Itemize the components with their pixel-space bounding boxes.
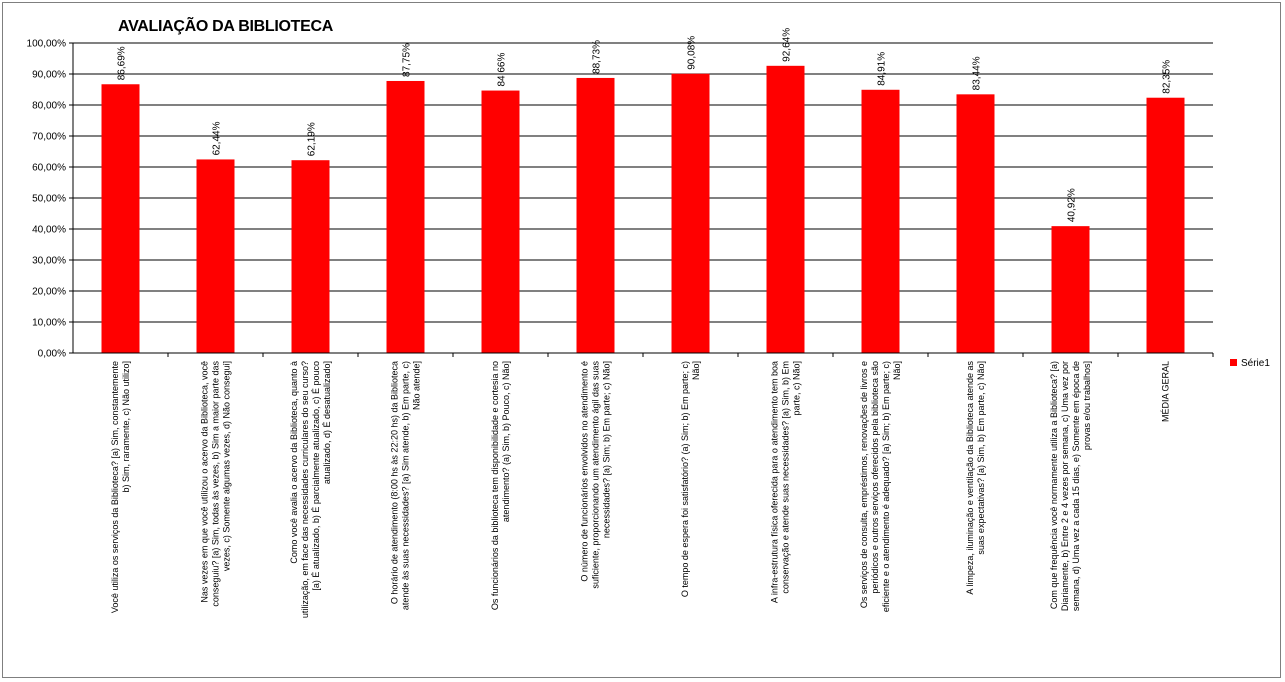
data-label: 86,69% bbox=[117, 46, 128, 80]
x-category-label-line: O número de funcionários envolvidos no a… bbox=[580, 361, 590, 582]
x-category-label-line: vezes, c) Somente algumas vezes, d) Não … bbox=[222, 361, 232, 571]
x-category-label: O horário de atendimento (8:00 hs às 22:… bbox=[390, 361, 422, 610]
x-category-label-line: atende às suas necessidades? [a) Sim ate… bbox=[401, 361, 411, 610]
x-category-label-line: provas e/ou trabalhos] bbox=[1082, 361, 1092, 450]
data-label: 62,44% bbox=[212, 121, 223, 155]
data-label: 40,92% bbox=[1067, 188, 1078, 222]
chart-title: AVALIAÇÃO DA BIBLIOTECA bbox=[118, 18, 334, 35]
bar bbox=[386, 80, 425, 353]
x-category-label-line: semana, d) Uma vez a cada 15 dias, e) So… bbox=[1071, 361, 1081, 611]
x-category-label-line: Nas vezes em que você utilizou o acervo … bbox=[200, 361, 210, 603]
y-tick-label: 70,00% bbox=[32, 132, 66, 143]
x-category-label-line: Os serviços de consulta, empréstimos, re… bbox=[859, 361, 869, 608]
x-category-label-line: conservação e atende suas necessidades? … bbox=[781, 361, 791, 594]
x-category-label-line: eficiente e o atendimento é adequado? [a… bbox=[881, 361, 891, 612]
legend-label: Série1 bbox=[1241, 358, 1270, 369]
data-label: 90,08% bbox=[687, 36, 698, 70]
x-category-label-line: Não atende] bbox=[412, 361, 422, 410]
data-label: 62,19% bbox=[307, 122, 318, 156]
data-label: 88,73% bbox=[592, 40, 603, 74]
x-category-label-line: Não] bbox=[892, 361, 902, 380]
data-label: 82,35% bbox=[1162, 60, 1173, 94]
x-category-label-line: Diariamente, b) Entre 2 e 4 vezes por se… bbox=[1060, 361, 1070, 611]
legend-swatch bbox=[1230, 359, 1237, 366]
bar bbox=[481, 90, 520, 353]
bar bbox=[1051, 226, 1090, 353]
x-category-label-line: b) Sim, raramente, c) Não utilizo] bbox=[121, 361, 131, 493]
bar bbox=[291, 160, 330, 353]
x-category-label: A infra-estrutura física oferecida para … bbox=[770, 361, 802, 603]
y-tick-label: 100,00% bbox=[27, 39, 67, 50]
x-category-label-line: atendimento? (a) Sim, b) Pouco, c) Não] bbox=[501, 361, 511, 522]
x-category-label-line: O tempo de espera foi satisfatório? (a) … bbox=[680, 361, 690, 597]
x-category-label-line: Não] bbox=[691, 361, 701, 380]
x-category-label: Você utiliza os serviços da Biblioteca? … bbox=[110, 361, 131, 613]
data-label: 83,44% bbox=[972, 56, 983, 90]
bar bbox=[766, 65, 805, 353]
data-label: 87,75% bbox=[402, 43, 413, 77]
y-tick-label: 0,00% bbox=[38, 349, 66, 360]
x-category-label-line: atualizado, d) É desatualizado] bbox=[322, 361, 332, 484]
bar bbox=[101, 84, 140, 354]
x-category-label: Os serviços de consulta, empréstimos, re… bbox=[859, 361, 902, 612]
y-tick-label: 10,00% bbox=[32, 318, 66, 329]
y-tick-label: 20,00% bbox=[32, 287, 66, 298]
bar bbox=[1146, 97, 1185, 353]
data-label: 84,91% bbox=[877, 52, 888, 86]
x-category-label-line: suas expectativas? [a) Sim, b) Em parte,… bbox=[976, 361, 986, 555]
x-category-label-line: O horário de atendimento (8:00 hs às 22:… bbox=[390, 361, 400, 604]
x-category-label-line: A limpeza, iluminação e ventilação da Bi… bbox=[965, 361, 975, 595]
bar bbox=[861, 89, 900, 354]
x-category-label: O número de funcionários envolvidos no a… bbox=[580, 361, 612, 589]
bar bbox=[576, 77, 615, 353]
y-tick-label: 90,00% bbox=[32, 70, 66, 81]
x-category-label-line: necessidades? [a) Sim; b) Em parte; c) N… bbox=[602, 361, 612, 538]
x-category-label: Como você avalia o acervo da Biblioteca,… bbox=[289, 361, 332, 618]
x-category-label: O tempo de espera foi satisfatório? (a) … bbox=[680, 361, 701, 597]
data-label: 92,64% bbox=[782, 28, 793, 62]
y-tick-label: 60,00% bbox=[32, 163, 66, 174]
bar bbox=[956, 94, 995, 353]
bar bbox=[196, 159, 235, 353]
y-tick-label: 80,00% bbox=[32, 101, 66, 112]
x-category-label-line: Como você avalia o acervo da Biblioteca,… bbox=[289, 361, 299, 564]
x-category-label-line: Você utiliza os serviços da Biblioteca? … bbox=[110, 361, 120, 613]
x-category-label: Nas vezes em que você utilizou o acervo … bbox=[200, 361, 232, 607]
x-category-label-line: suficiente, proporcionando um atendiment… bbox=[591, 361, 601, 589]
data-label: 84,66% bbox=[497, 53, 508, 87]
x-category-label-line: parte, c) Não] bbox=[792, 361, 802, 416]
x-category-label-line: utilização, em face das necessidades cur… bbox=[300, 361, 310, 618]
x-category-label: Com que frequência você normamente utili… bbox=[1049, 361, 1092, 611]
bar bbox=[671, 73, 710, 353]
x-category-label-line: Com que frequência você normamente utili… bbox=[1049, 361, 1059, 609]
x-category-label-line: periódicos e outros serviços oferecidos … bbox=[870, 361, 880, 594]
x-category-label-line: Os funcionários da biblioteca tem dispon… bbox=[490, 361, 500, 610]
y-tick-label: 30,00% bbox=[32, 256, 66, 267]
x-category-label-line: conseguiu? [a) Sim, todas às vezes, b) S… bbox=[211, 361, 221, 607]
x-category-label: A limpeza, iluminação e ventilação da Bi… bbox=[965, 361, 986, 595]
x-category-label-line: MÉDIA GERAL bbox=[1161, 361, 1171, 422]
x-category-label: Os funcionários da biblioteca tem dispon… bbox=[490, 361, 511, 610]
x-category-label: MÉDIA GERAL bbox=[1161, 361, 1171, 422]
y-tick-label: 40,00% bbox=[32, 225, 66, 236]
x-category-label-line: [a) É atualizado, b) É parcialmente atua… bbox=[311, 361, 321, 591]
y-tick-label: 50,00% bbox=[32, 194, 66, 205]
x-category-label-line: A infra-estrutura física oferecida para … bbox=[770, 361, 780, 603]
